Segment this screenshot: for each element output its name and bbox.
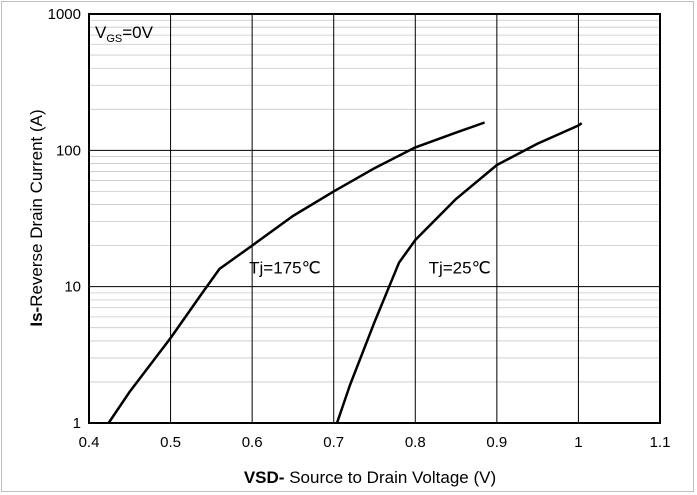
y-tick-label: 1 bbox=[73, 415, 81, 432]
x-tick-label: 0.5 bbox=[160, 434, 181, 451]
tick-labels: 0.4 0.5 0.6 0.7 0.8 0.9 1 1.1 1 10 100 1000 bbox=[48, 6, 671, 451]
x-tick-label: 1 bbox=[574, 434, 582, 451]
series-layer: Tj=175℃ Tj=25℃ bbox=[107, 121, 583, 424]
x-tick-label: 0.6 bbox=[242, 434, 263, 451]
x-tick-label: 1.1 bbox=[650, 434, 671, 451]
series-line bbox=[335, 122, 583, 424]
x-tick-label: 0.7 bbox=[323, 434, 344, 451]
y-axis-label: Is-Reverse Drain Current (A) bbox=[27, 109, 46, 326]
series-label: Tj=175℃ bbox=[249, 258, 321, 277]
y-tick-label: 1000 bbox=[48, 6, 81, 23]
x-axis-label: VSD- Source to Drain Voltage (V) bbox=[244, 468, 496, 487]
x-tick-label: 0.8 bbox=[405, 434, 426, 451]
y-tick-label: 10 bbox=[64, 279, 81, 296]
plot-area bbox=[88, 13, 661, 424]
series-label: Tj=25℃ bbox=[429, 258, 491, 277]
x-tick-label: 0.9 bbox=[486, 434, 507, 451]
grid bbox=[88, 13, 661, 424]
condition-label: VGS=0V bbox=[95, 23, 154, 45]
series-line bbox=[107, 121, 486, 424]
x-tick-label: 0.4 bbox=[79, 434, 100, 451]
y-tick-label: 100 bbox=[56, 142, 81, 159]
